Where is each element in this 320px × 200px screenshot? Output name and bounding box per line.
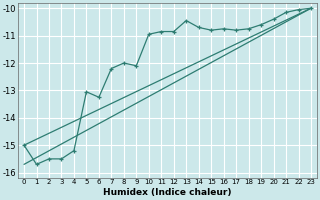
X-axis label: Humidex (Indice chaleur): Humidex (Indice chaleur) <box>103 188 232 197</box>
